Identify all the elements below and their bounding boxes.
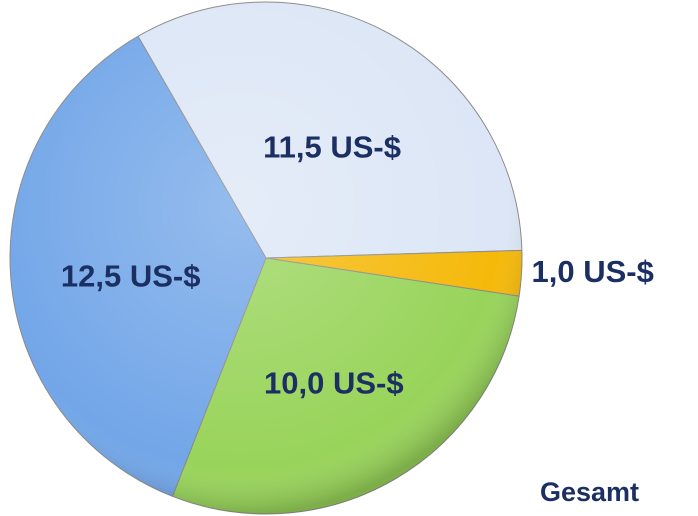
data-label: 11,5 US-$ — [263, 130, 401, 165]
data-label: 1,0 US-$ — [532, 254, 654, 289]
annotation: Gesamt — [540, 477, 639, 507]
data-label: 10,0 US-$ — [264, 366, 404, 401]
data-label: 12,5 US-$ — [61, 258, 201, 293]
